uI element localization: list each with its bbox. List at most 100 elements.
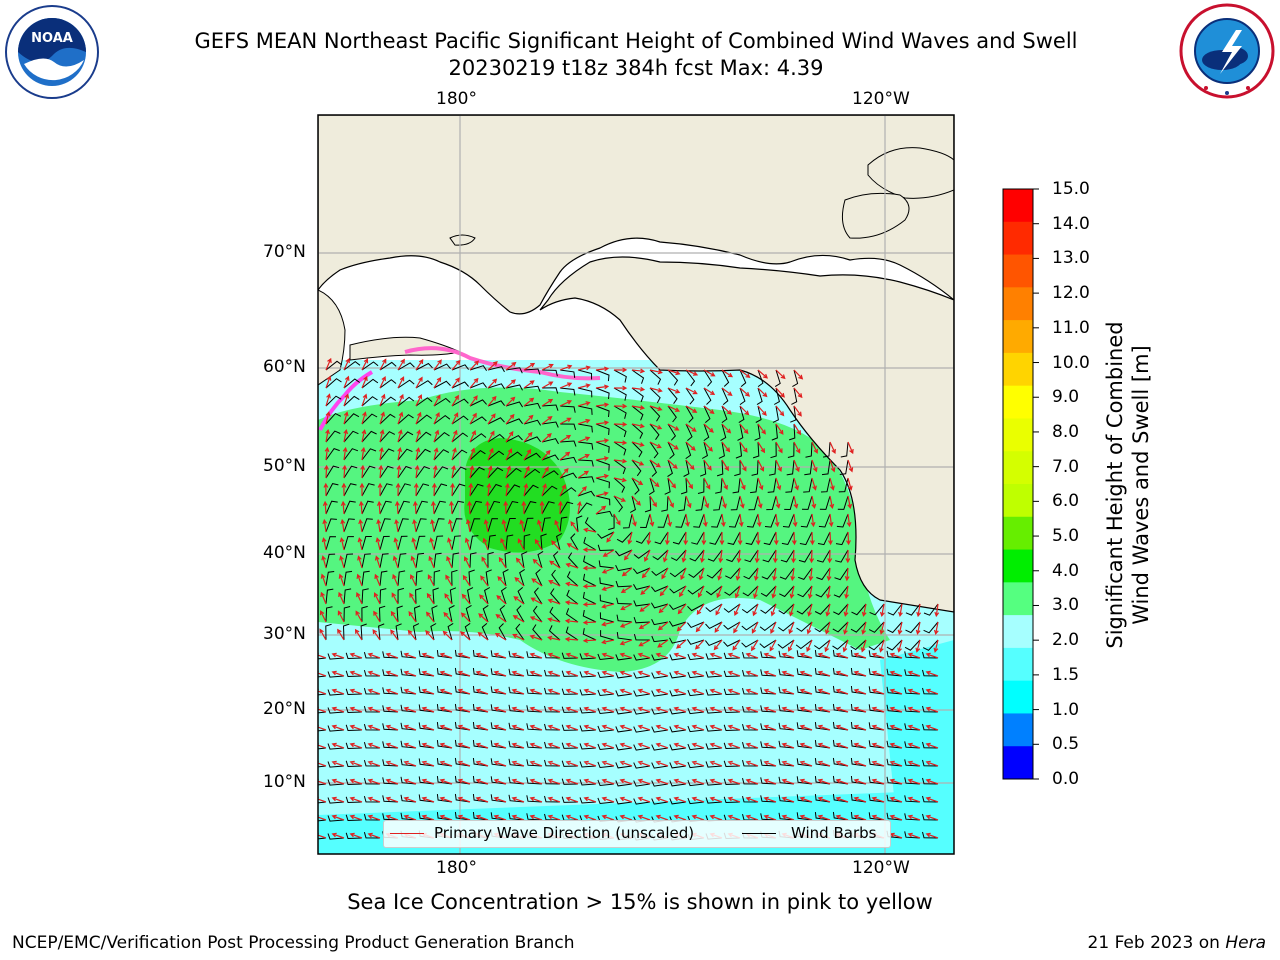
wave-direction-arrow bbox=[421, 688, 435, 695]
wind-barb bbox=[904, 831, 921, 839]
wave-direction-arrow bbox=[439, 670, 453, 677]
wave-direction-arrow bbox=[655, 760, 669, 767]
wave-direction-arrow bbox=[637, 706, 651, 713]
wave-direction-arrow bbox=[925, 670, 939, 677]
wind-barb bbox=[693, 513, 705, 528]
wave-direction-arrow bbox=[547, 814, 561, 821]
wind-barb bbox=[379, 396, 396, 407]
wind-barb bbox=[778, 794, 795, 803]
wave-direction-arrow bbox=[320, 573, 327, 587]
wave-direction-arrow bbox=[925, 796, 939, 803]
wind-barb bbox=[741, 621, 759, 631]
wind-barb bbox=[599, 594, 615, 605]
wave-direction-arrow bbox=[757, 369, 769, 379]
wave-direction-arrow bbox=[646, 531, 652, 546]
wind-barb bbox=[688, 567, 705, 579]
wave-direction-arrow bbox=[349, 724, 363, 731]
wind-barb bbox=[597, 671, 615, 679]
wave-direction-arrow bbox=[412, 500, 418, 515]
wave-direction-arrow bbox=[739, 405, 750, 416]
wave-direction-arrow bbox=[367, 670, 381, 677]
wind-barb bbox=[382, 777, 399, 785]
wave-direction-arrow bbox=[357, 555, 363, 569]
wind-barb bbox=[695, 495, 705, 511]
wave-direction-arrow bbox=[667, 495, 674, 509]
wind-barb bbox=[515, 623, 525, 641]
wind-barb bbox=[361, 605, 368, 623]
wind-barb bbox=[838, 477, 849, 493]
wind-barb bbox=[430, 623, 437, 641]
wind-barb bbox=[382, 741, 399, 749]
wind-barb bbox=[523, 484, 539, 497]
wind-barb bbox=[487, 551, 494, 569]
wind-barb bbox=[397, 465, 412, 479]
wind-barb bbox=[487, 417, 505, 425]
colorbar-tick-label: 4.0 bbox=[1052, 560, 1080, 581]
wave-direction-arrow bbox=[606, 531, 615, 543]
wave-direction-arrow bbox=[433, 429, 440, 443]
wave-direction-arrow bbox=[373, 610, 381, 623]
wave-direction-arrow bbox=[469, 465, 475, 479]
wave-direction-arrow bbox=[349, 706, 363, 713]
wave-direction-arrow bbox=[734, 585, 741, 599]
wind-barb bbox=[667, 459, 673, 478]
wave-direction-arrow bbox=[529, 652, 543, 659]
wave-direction-arrow bbox=[781, 778, 795, 785]
wave-direction-arrow bbox=[827, 531, 833, 546]
wave-direction-arrow bbox=[529, 670, 543, 677]
wave-direction-arrow bbox=[889, 706, 903, 713]
wind-barb bbox=[760, 813, 777, 821]
wind-barb bbox=[490, 704, 507, 713]
wave-direction-arrow bbox=[415, 358, 424, 371]
wind-barb bbox=[616, 614, 633, 623]
wave-direction-arrow bbox=[523, 483, 529, 497]
wind-barb bbox=[318, 675, 327, 678]
wave-direction-arrow bbox=[835, 706, 849, 713]
wave-direction-arrow bbox=[844, 585, 849, 600]
land-arctic-island-2 bbox=[841, 192, 910, 239]
wave-direction-arrow bbox=[394, 500, 400, 515]
wind-barb bbox=[579, 671, 597, 678]
wind-barb bbox=[415, 465, 430, 479]
wave-direction-arrow bbox=[709, 814, 723, 821]
wave-direction-arrow bbox=[331, 742, 345, 749]
wave-direction-arrow bbox=[577, 436, 591, 443]
wave-direction-arrow bbox=[443, 611, 453, 623]
wave-direction-arrow bbox=[657, 621, 669, 631]
wave-direction-arrow bbox=[559, 451, 571, 461]
wave-direction-arrow bbox=[503, 500, 509, 515]
wind-barb bbox=[400, 650, 417, 659]
wind-barb bbox=[818, 513, 831, 528]
wind-barb bbox=[742, 777, 759, 785]
wave-direction-arrow bbox=[637, 742, 651, 749]
wave-direction-arrow bbox=[564, 618, 579, 624]
wind-barb bbox=[526, 795, 543, 803]
wind-barb bbox=[436, 686, 453, 695]
wave-direction-arrow bbox=[739, 441, 748, 453]
wave-direction-arrow bbox=[447, 537, 453, 551]
wind-barb bbox=[759, 621, 777, 632]
wind-barb bbox=[687, 797, 705, 805]
wind-barb bbox=[657, 513, 669, 528]
wave-direction-arrow bbox=[324, 446, 330, 461]
wave-direction-arrow bbox=[853, 778, 867, 785]
wind-barb bbox=[544, 651, 561, 659]
wind-barb bbox=[576, 515, 583, 533]
wind-barb bbox=[850, 703, 867, 713]
wave-direction-arrow bbox=[360, 464, 366, 479]
wave-direction-arrow bbox=[565, 814, 579, 821]
wave-direction-arrow bbox=[698, 567, 705, 581]
wave-direction-arrow bbox=[505, 413, 515, 425]
colorbar-swatch bbox=[1003, 516, 1033, 551]
wind-barb bbox=[325, 395, 342, 407]
wave-direction-arrow bbox=[811, 495, 817, 509]
wave-direction-arrow bbox=[619, 670, 633, 677]
sea-ice-note: Sea Ice Concentration > 15% is shown in … bbox=[347, 890, 933, 914]
wind-barb bbox=[397, 518, 409, 533]
wind-barb bbox=[631, 459, 642, 477]
wind-barb bbox=[687, 671, 705, 679]
wave-direction-arrow bbox=[631, 368, 646, 374]
wave-direction-arrow bbox=[793, 459, 800, 473]
wave-direction-arrow bbox=[331, 724, 345, 731]
wave-direction-arrow bbox=[721, 441, 731, 453]
